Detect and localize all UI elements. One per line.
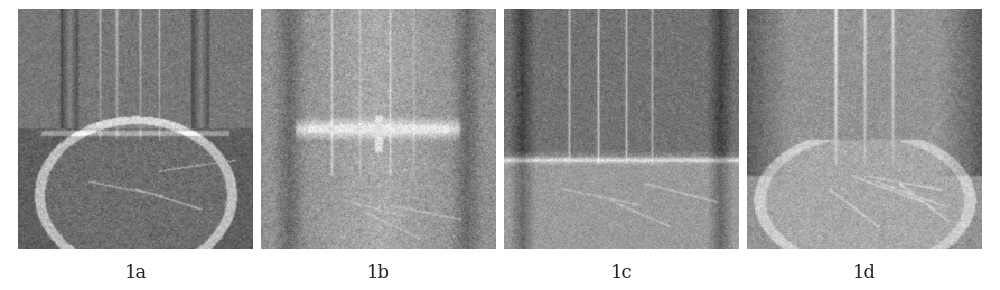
Text: 1c: 1c [611,264,632,282]
Text: 1b: 1b [367,264,390,282]
Text: 1a: 1a [124,264,147,282]
Text: 1d: 1d [853,264,876,282]
